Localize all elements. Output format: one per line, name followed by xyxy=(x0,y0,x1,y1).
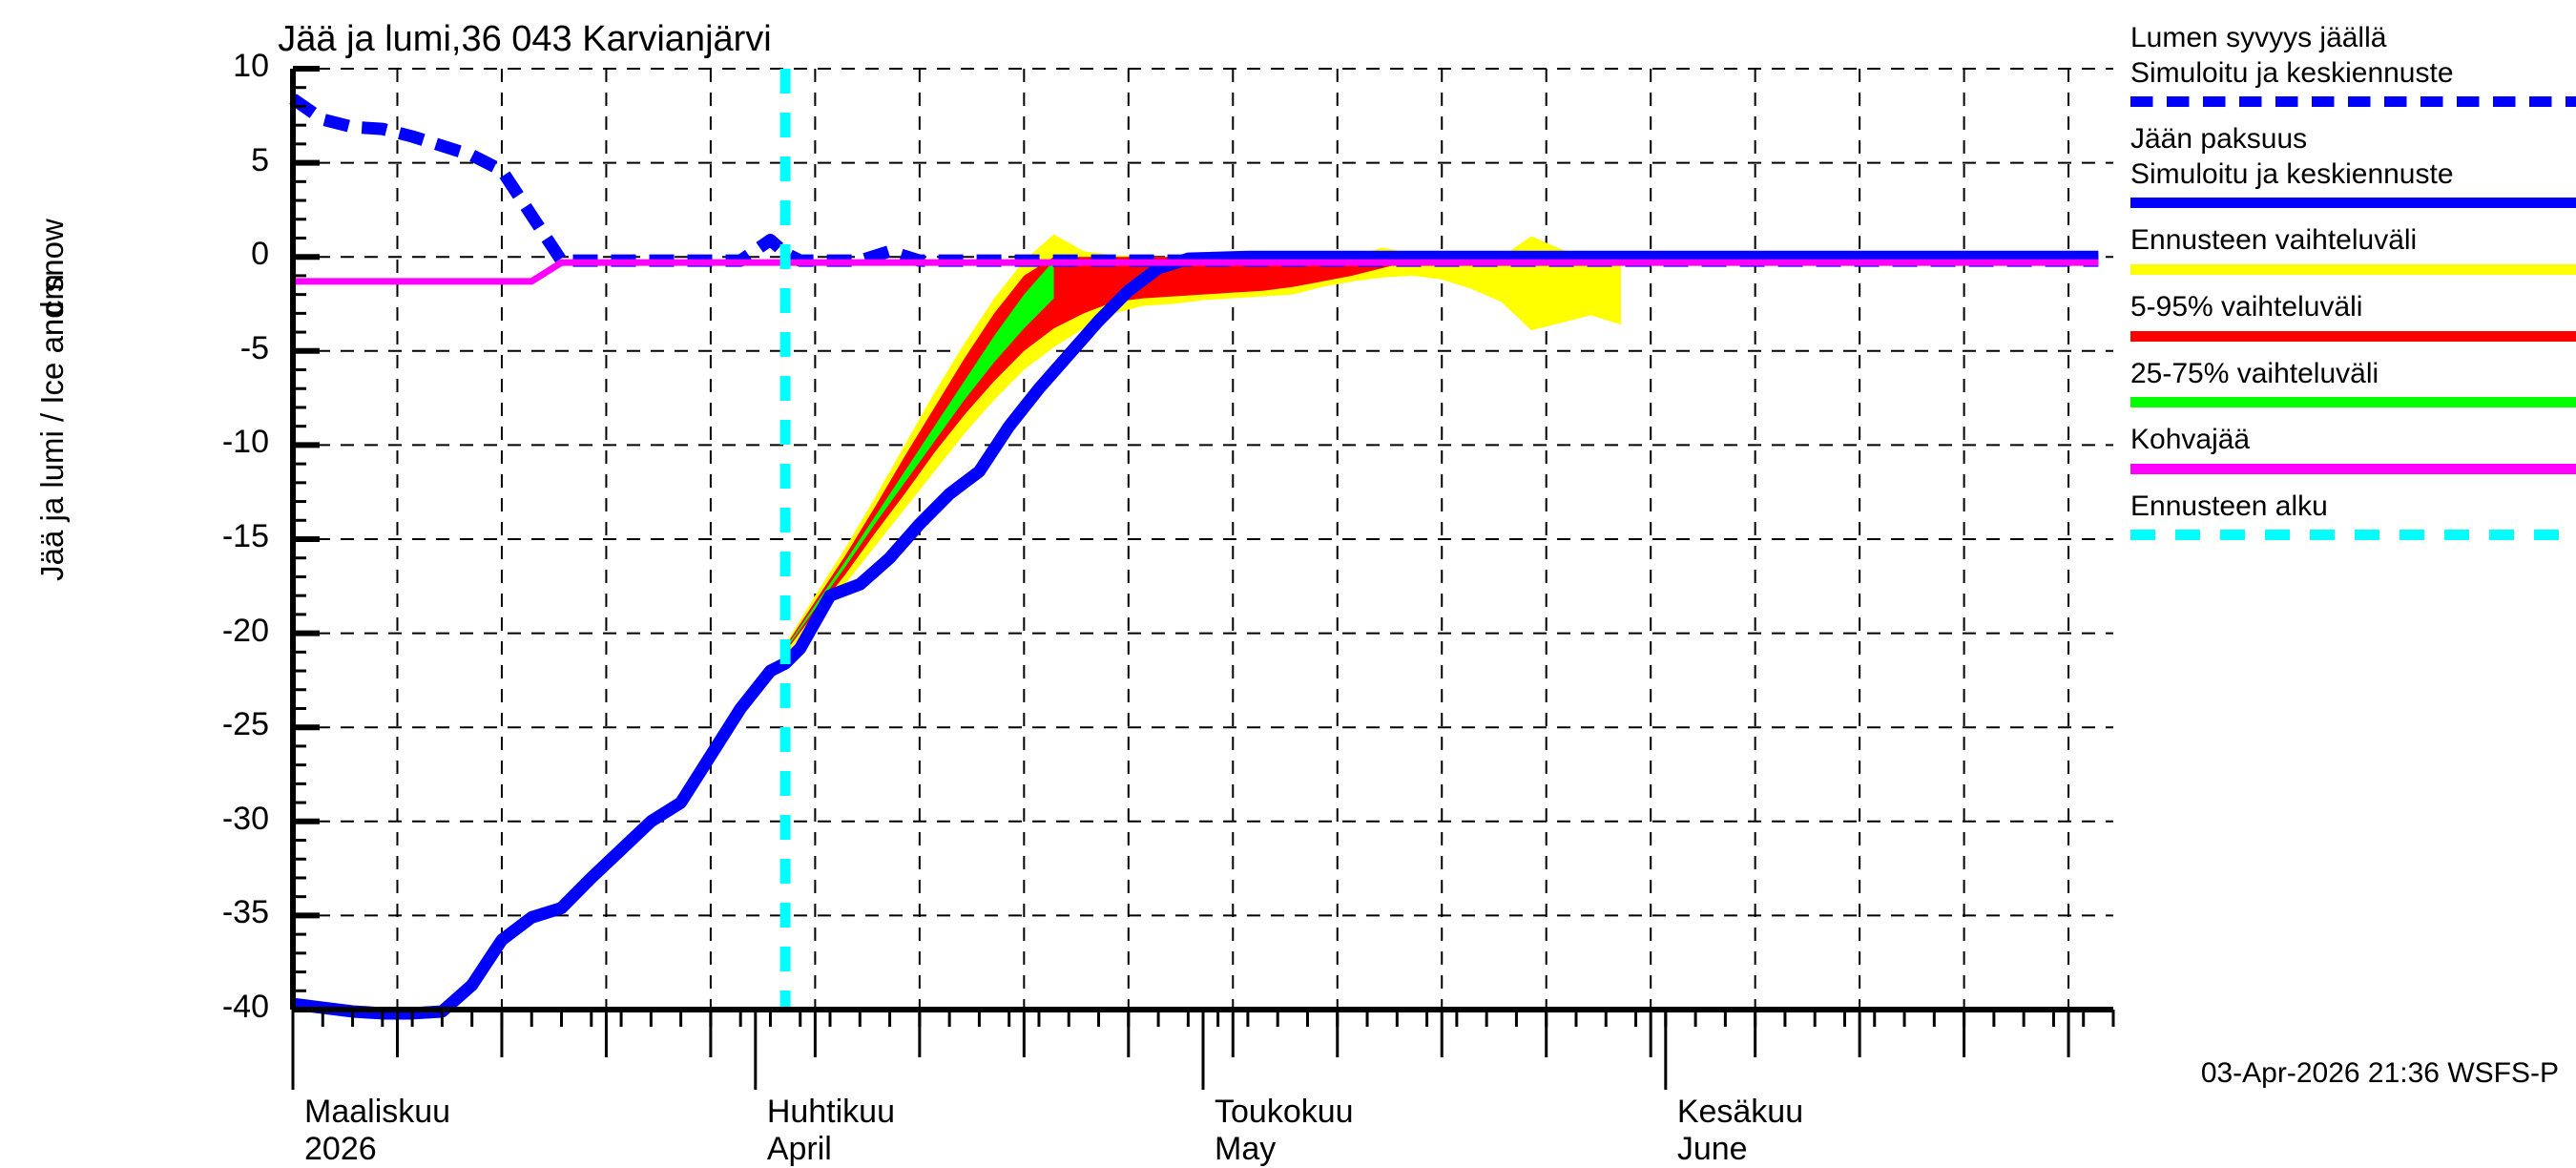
forecast-band-ff0000 xyxy=(785,257,1412,653)
legend-item-swatch xyxy=(2130,198,2576,209)
y-tick-label: -20 xyxy=(221,612,269,649)
legend-item: Jään paksuus Simuloitu ja keskiennuste xyxy=(2130,122,2576,209)
legend-item: Ennusteen alku xyxy=(2130,490,2576,541)
legend-item-subtitle: Simuloitu ja keskiennuste xyxy=(2130,56,2454,89)
x-tick-label-fi: Toukokuu xyxy=(1215,1094,1354,1130)
timestamp-label: 03-Apr-2026 21:36 WSFS-P xyxy=(2200,1057,2559,1089)
y-tick-label: -35 xyxy=(221,894,269,931)
y-tick-label: -40 xyxy=(221,989,269,1025)
y-tick-label: -30 xyxy=(221,800,269,837)
legend-item-title: 25-75% vaihteluväli xyxy=(2130,357,2379,389)
legend-item-swatch xyxy=(2130,330,2576,342)
legend-item-title: 5-95% vaihteluväli xyxy=(2130,290,2363,323)
x-tick-label-fi: Huhtikuu xyxy=(766,1094,896,1130)
forecast-band-00ff00 xyxy=(785,261,1054,651)
page-title: Jää ja lumi,36 043 Karvianjärvi xyxy=(278,19,772,59)
legend-item: Ennusteen vaihteluväli xyxy=(2130,223,2576,275)
series-line-kohvaj- xyxy=(293,259,2099,285)
x-tick-label-fi: Maaliskuu xyxy=(304,1094,451,1130)
legend-item: Lumen syvyys jäällä Simuloitu ja keskienn… xyxy=(2130,21,2576,108)
legend-item-title: Ennusteen vaihteluväli xyxy=(2130,224,2418,257)
legend-item-swatch xyxy=(2130,96,2576,108)
y-tick-label: 0 xyxy=(251,236,269,273)
series-line-j-n-paksuus xyxy=(292,250,2099,1020)
legend-item-title: Jään paksuus xyxy=(2130,123,2308,156)
legend-item-swatch xyxy=(2130,530,2576,541)
legend-item-title: Lumen syvyys jäällä xyxy=(2130,22,2387,53)
chart-legend: Lumen syvyys jäällä Simuloitu ja keskienn… xyxy=(2130,21,2576,555)
legend-item: 5-95% vaihteluväli xyxy=(2130,290,2576,342)
y-tick-label: 10 xyxy=(233,48,269,84)
y-tick-label: 5 xyxy=(251,141,269,178)
legend-item: Kohvajää xyxy=(2130,423,2576,474)
y-tick-label: -15 xyxy=(221,518,269,554)
y-tick-label: -5 xyxy=(239,329,269,366)
legend-item-title: Kohvajää xyxy=(2130,424,2251,456)
series-line-lumen-syvyys-j-ll- xyxy=(289,94,2099,267)
x-tick-label-fi: Kesäkuu xyxy=(1676,1094,1804,1130)
x-tick-label-group: Toukokuu May xyxy=(1215,1094,1354,1168)
legend-item-swatch xyxy=(2130,263,2576,275)
legend-item-swatch xyxy=(2130,397,2576,408)
y-tick-label: -10 xyxy=(221,424,269,461)
y-tick-label: -25 xyxy=(221,706,269,743)
legend-item: 25-75% vaihteluväli xyxy=(2130,357,2576,408)
legend-item-swatch xyxy=(2130,463,2576,474)
legend-item-subtitle: Simuloitu ja keskiennuste xyxy=(2130,157,2454,190)
legend-item-title: Ennusteen alku xyxy=(2130,490,2328,522)
